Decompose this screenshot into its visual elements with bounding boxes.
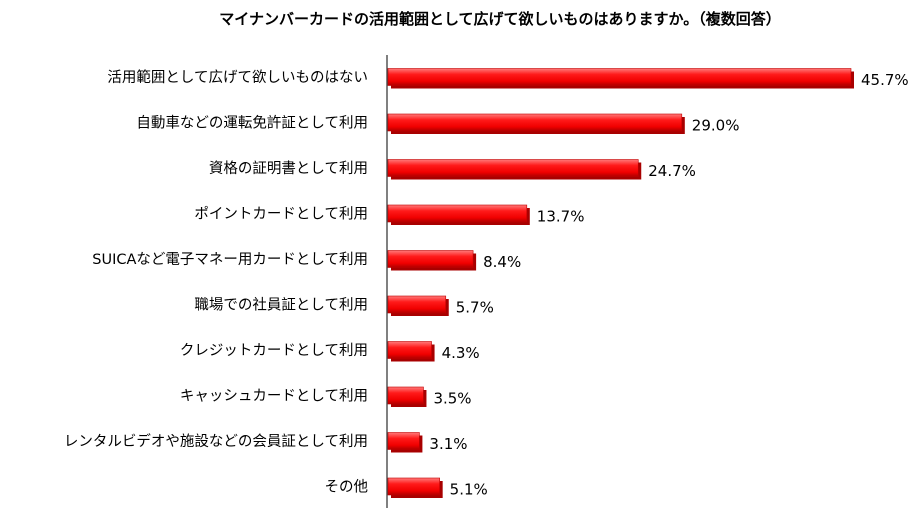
category-label: ポイントカードとして利用	[194, 206, 368, 223]
value-label: 8.4%	[483, 253, 521, 271]
category-label: 自動車などの運転免許証として利用	[136, 115, 368, 132]
value-label: 24.7%	[648, 162, 696, 180]
value-label: 4.3%	[442, 344, 480, 362]
bar	[387, 113, 683, 132]
value-label: 29.0%	[692, 117, 740, 135]
bar	[387, 386, 424, 405]
category-label: 資格の証明書として利用	[209, 160, 368, 177]
value-label: 5.1%	[450, 481, 488, 499]
value-label: 3.5%	[433, 390, 471, 408]
category-label: その他	[325, 479, 369, 496]
category-label: 活用範囲として広げて欲しいものはない	[107, 68, 368, 86]
bar	[387, 159, 639, 177]
value-label: 45.7%	[861, 71, 909, 89]
value-label: 5.7%	[456, 299, 494, 317]
category-label: キャッシュカードとして利用	[180, 388, 368, 405]
value-label: 13.7%	[537, 208, 585, 226]
category-label: SUICAなど電子マネー用カードとして利用	[92, 251, 368, 268]
bar	[387, 477, 440, 496]
category-label: クレジットカードとして利用	[180, 342, 368, 359]
value-label: 3.1%	[429, 435, 467, 453]
bar	[387, 295, 447, 314]
bar	[387, 250, 474, 268]
bar	[387, 341, 432, 359]
chart-title: マイナンバーカードの活用範囲として広げて欲しいものはありますか。（複数回答）	[219, 10, 781, 28]
category-label: 職場での社員証として利用	[194, 297, 368, 314]
bar	[387, 432, 420, 450]
bar	[387, 204, 528, 223]
bar	[387, 68, 852, 86]
category-label: レンタルビデオや施設などの会員証として利用	[64, 432, 368, 450]
